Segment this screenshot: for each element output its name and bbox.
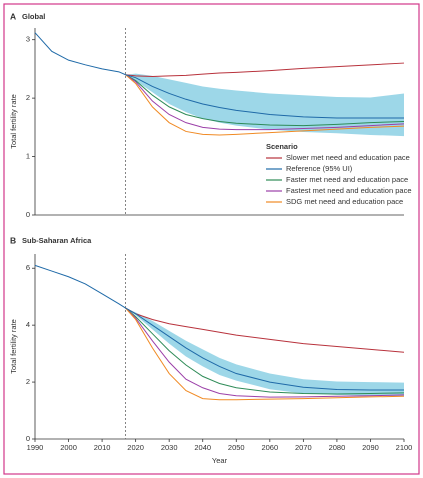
x-tick-label: 2040	[194, 443, 211, 452]
y-tick-label: 2	[26, 377, 30, 386]
legend-label: SDG met need and education pace	[286, 197, 403, 206]
x-axis-label: Year	[212, 456, 228, 465]
y-tick-label: 0	[26, 210, 30, 219]
panel-title: Sub-Saharan Africa	[22, 236, 92, 245]
series-line	[34, 32, 404, 119]
series-line	[125, 62, 405, 78]
legend-label: Faster met need and education pace	[286, 175, 408, 184]
series-line	[125, 307, 405, 398]
y-tick-label: 4	[26, 320, 30, 329]
series-line	[34, 264, 404, 391]
y-tick-label: 2	[26, 93, 30, 102]
legend-title: Scenario	[266, 142, 298, 151]
x-tick-label: 2050	[228, 443, 245, 452]
y-axis-label: Total fertility rate	[9, 94, 18, 149]
x-tick-label: 2030	[161, 443, 178, 452]
series-line	[125, 307, 405, 353]
series-line	[125, 74, 405, 136]
y-tick-label: 1	[26, 152, 30, 161]
panel-title: Global	[22, 12, 45, 21]
figure-border	[3, 3, 420, 475]
x-tick-label: 2100	[396, 443, 413, 452]
series-line	[125, 307, 405, 401]
panel-label: A	[10, 11, 16, 21]
x-tick-label: 2080	[329, 443, 346, 452]
legend-label: Fastest met need and education pace	[286, 186, 412, 195]
x-tick-label: 2090	[362, 443, 379, 452]
x-tick-label: 1990	[27, 443, 44, 452]
legend-label: Slower met need and education pace	[286, 153, 410, 162]
y-tick-label: 6	[26, 263, 30, 272]
x-tick-label: 2010	[94, 443, 111, 452]
y-axis-label: Total fertility rate	[9, 319, 18, 374]
series-line	[125, 74, 405, 127]
x-tick-label: 2000	[60, 443, 77, 452]
panel-label: B	[10, 235, 16, 245]
series-line	[125, 307, 405, 395]
y-tick-label: 3	[26, 35, 30, 44]
uncertainty-band	[125, 308, 404, 397]
legend-label: Reference (95% UI)	[286, 164, 353, 173]
x-tick-label: 2070	[295, 443, 312, 452]
series-line	[125, 74, 405, 131]
x-tick-label: 2020	[127, 443, 144, 452]
uncertainty-band	[125, 73, 404, 137]
x-tick-label: 2060	[261, 443, 278, 452]
y-tick-label: 0	[26, 434, 30, 443]
